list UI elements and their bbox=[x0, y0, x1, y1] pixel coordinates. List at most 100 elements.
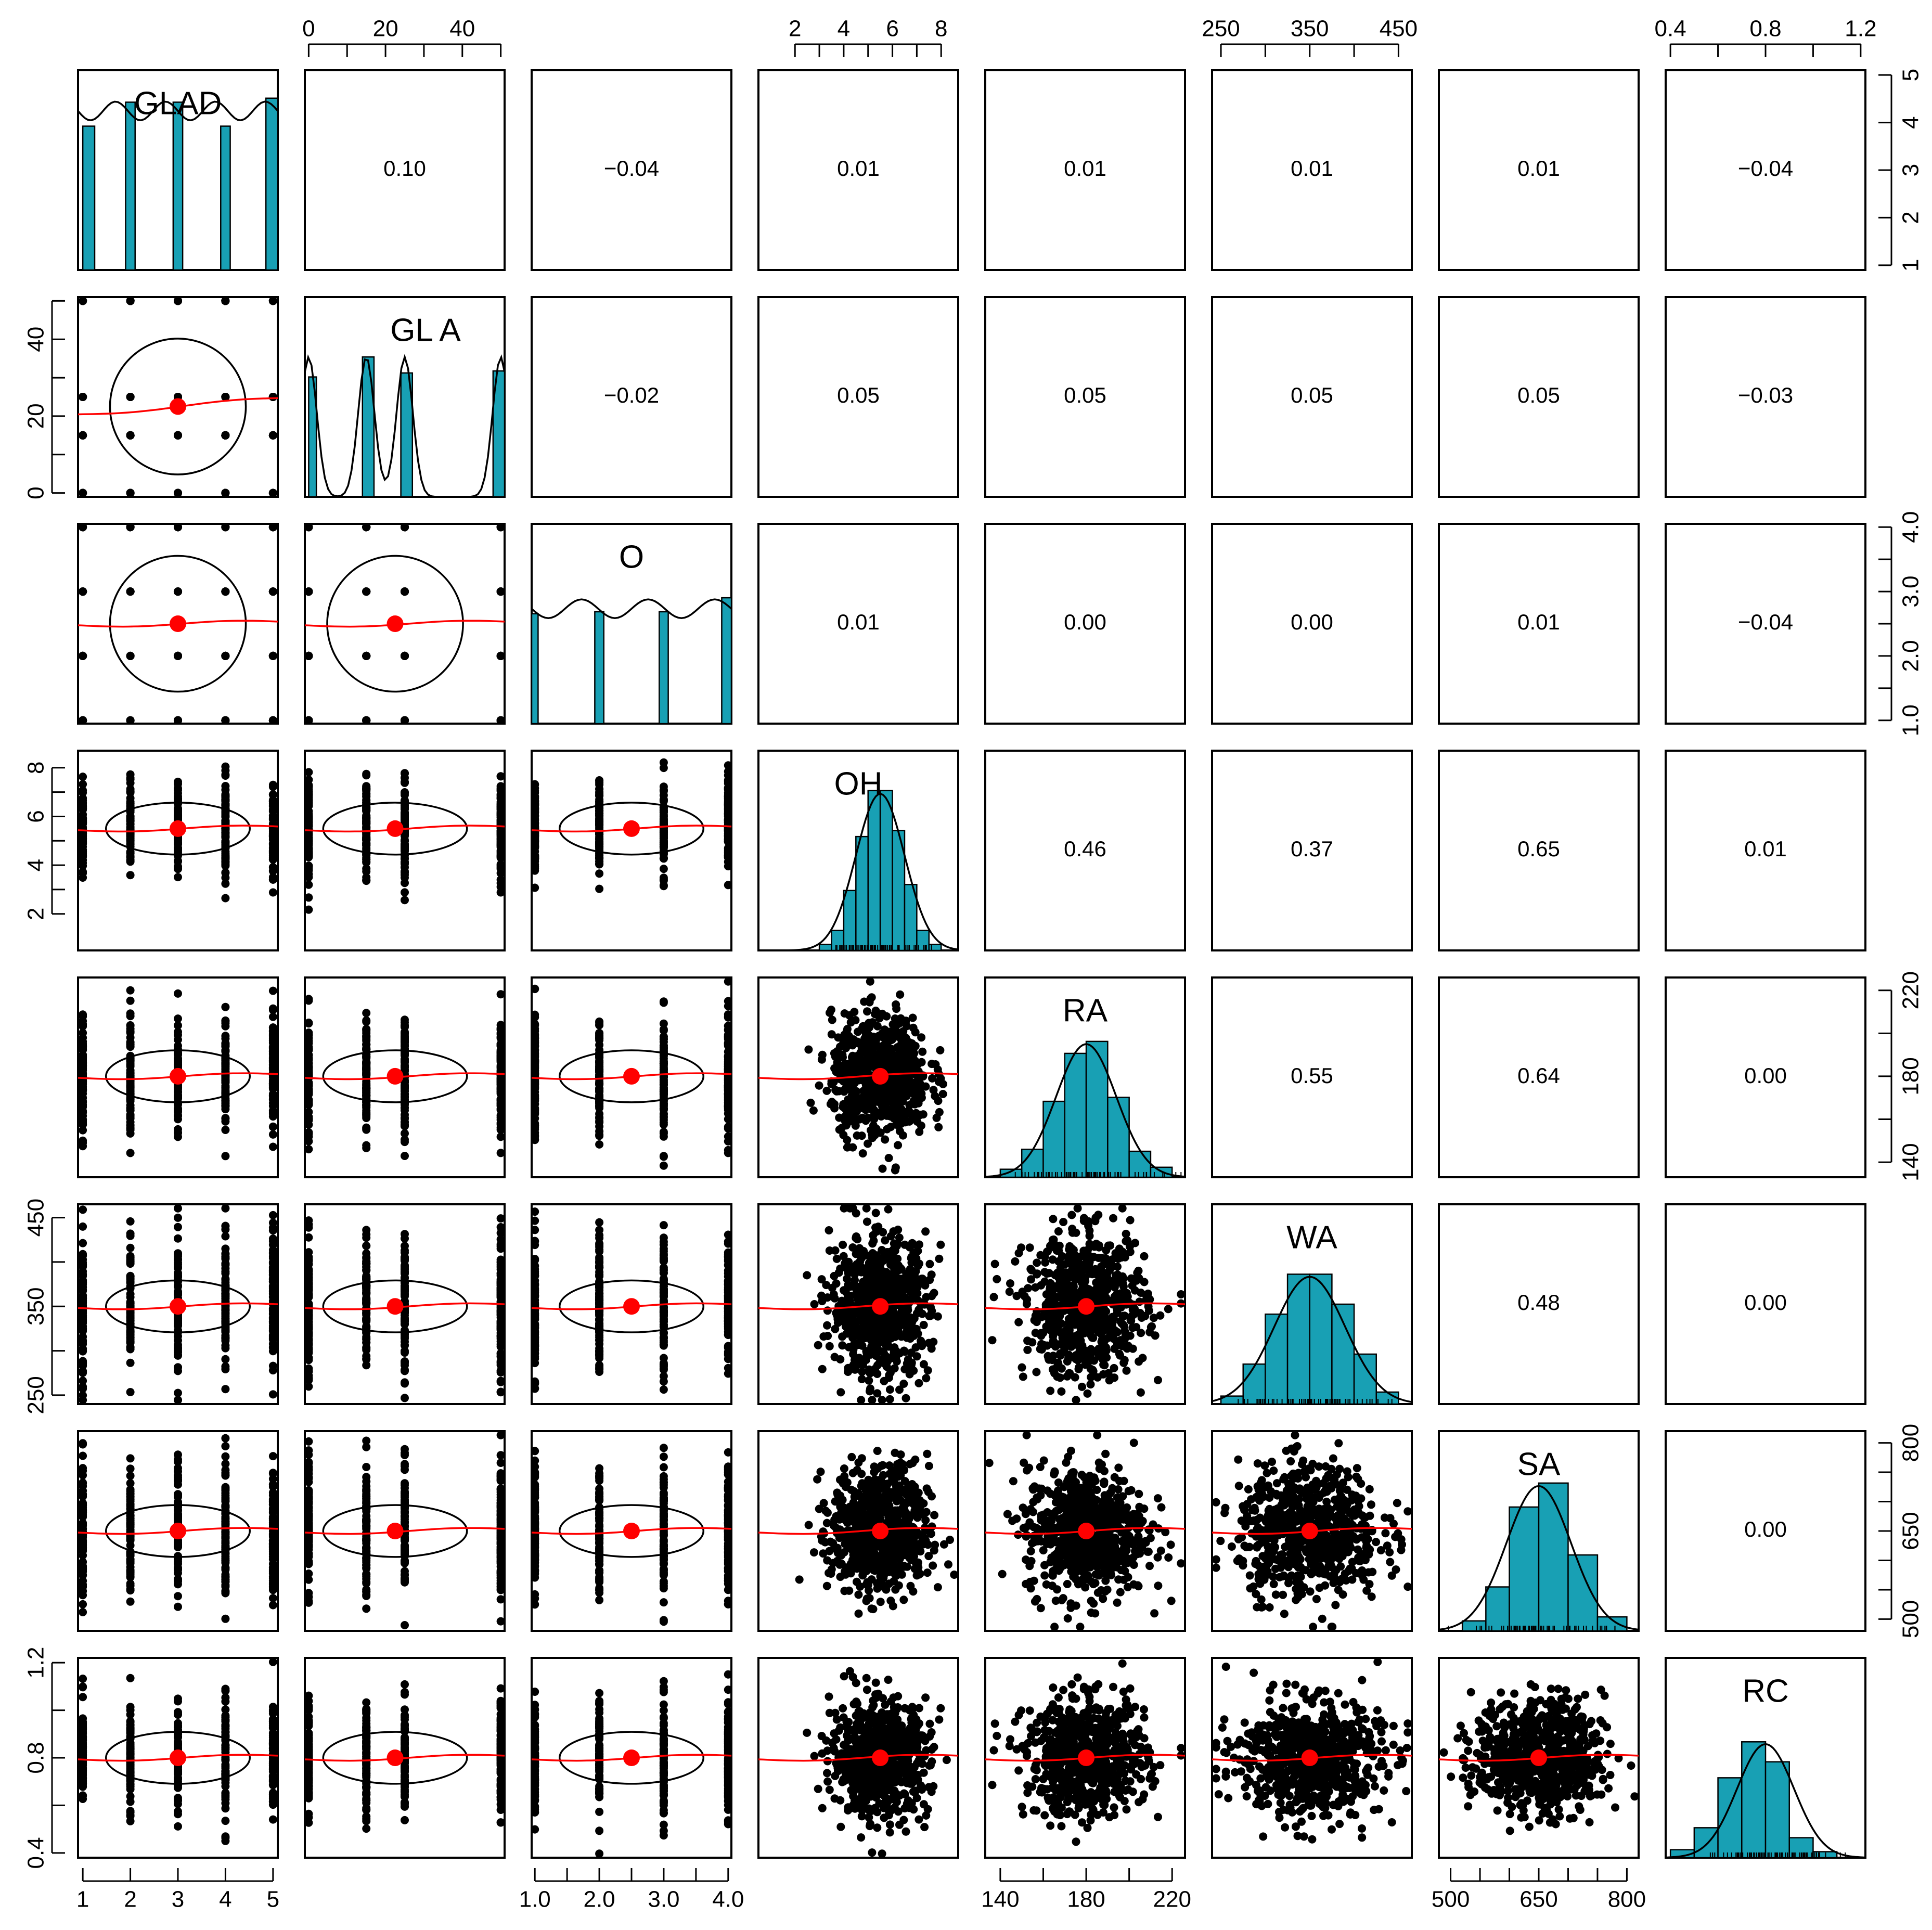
scatter-point bbox=[724, 997, 732, 1006]
scatter-point bbox=[269, 843, 277, 852]
scatter-point bbox=[269, 1347, 277, 1355]
scatter-point bbox=[79, 1139, 87, 1147]
scatter-point bbox=[126, 770, 135, 779]
scatter-point bbox=[844, 1096, 852, 1104]
histogram-bar bbox=[722, 598, 731, 724]
scatter-point bbox=[269, 1284, 277, 1293]
scatter-point bbox=[595, 1118, 603, 1127]
scatter-point bbox=[935, 1078, 943, 1086]
scatter-point bbox=[126, 997, 135, 1005]
scatter-point bbox=[79, 1391, 87, 1399]
panel-r4-c4: RA bbox=[985, 977, 1185, 1177]
scatter-point bbox=[362, 587, 370, 596]
scatter-point bbox=[362, 1111, 370, 1119]
scatter-point bbox=[221, 1071, 229, 1079]
scatter-point bbox=[595, 1031, 603, 1039]
scatter-point bbox=[497, 802, 505, 810]
scatter-point bbox=[724, 1076, 732, 1085]
correlation-value: −0.04 bbox=[604, 156, 659, 181]
scatter-point bbox=[724, 1124, 732, 1133]
scatter-point bbox=[531, 801, 539, 809]
scatter-point bbox=[891, 1033, 899, 1041]
scatter-point bbox=[595, 788, 603, 796]
correlation-value: 0.55 bbox=[1291, 1063, 1333, 1088]
scatter-point bbox=[497, 1113, 505, 1122]
scatter-point bbox=[174, 1045, 182, 1053]
panel-r3-c7: 0.01 bbox=[1666, 751, 1865, 950]
mean-point bbox=[387, 615, 404, 632]
scatter-point bbox=[531, 787, 539, 795]
scatter-point bbox=[531, 842, 539, 851]
scatter-point bbox=[304, 1116, 313, 1125]
scatter-point bbox=[221, 1362, 229, 1371]
scatter-point bbox=[724, 761, 732, 769]
scatter-point bbox=[362, 790, 370, 799]
scatter-point bbox=[843, 1025, 852, 1033]
mean-point bbox=[623, 820, 640, 837]
scatter-point bbox=[497, 652, 505, 660]
scatter-point bbox=[221, 1355, 229, 1363]
scatter-point bbox=[401, 844, 409, 852]
mean-point bbox=[872, 1068, 888, 1085]
scatter-point bbox=[859, 1149, 867, 1157]
scatter-point bbox=[869, 1033, 878, 1041]
correlation-value: 0.00 bbox=[1064, 610, 1106, 634]
mean-point bbox=[170, 615, 186, 632]
scatter-point bbox=[531, 1100, 539, 1108]
scatter-point bbox=[362, 841, 370, 850]
panel-r2-c4: 0.00 bbox=[985, 524, 1185, 724]
panel-r2-c0 bbox=[78, 523, 278, 725]
scatter-point bbox=[724, 854, 732, 862]
scatter-point bbox=[362, 716, 370, 725]
scatter-point bbox=[870, 1115, 878, 1123]
scatter-point bbox=[660, 875, 668, 883]
scatter-point bbox=[221, 1126, 229, 1134]
scatter-point bbox=[174, 1282, 182, 1291]
scatter-point bbox=[269, 1331, 277, 1339]
scatter-point bbox=[221, 1276, 229, 1284]
scatter-point bbox=[362, 1101, 370, 1109]
scatter-point bbox=[79, 431, 87, 440]
scatter-point bbox=[822, 1087, 831, 1095]
scatter-point bbox=[126, 1333, 135, 1342]
scatter-point bbox=[595, 1064, 603, 1073]
scatter-point bbox=[362, 1070, 370, 1078]
histogram-bar bbox=[880, 791, 892, 950]
scatter-point bbox=[724, 862, 732, 870]
scatter-point bbox=[497, 865, 505, 873]
scatter-point bbox=[401, 716, 409, 725]
correlation-value: 0.37 bbox=[1291, 837, 1333, 861]
scatter-point bbox=[497, 1063, 505, 1071]
scatter-point bbox=[918, 1048, 926, 1056]
scatter-point bbox=[174, 297, 182, 305]
scatter-point bbox=[126, 835, 135, 843]
scatter-point bbox=[362, 523, 370, 531]
scatter-point bbox=[660, 1153, 668, 1161]
scatter-point bbox=[853, 1131, 861, 1140]
scatter-point bbox=[919, 1110, 928, 1118]
scatter-point bbox=[595, 853, 603, 861]
scatter-point bbox=[934, 1123, 943, 1131]
scatter-point bbox=[660, 1162, 668, 1170]
scatter-point bbox=[304, 1101, 313, 1109]
scatter-point bbox=[221, 1222, 229, 1230]
panel-r1-c2: −0.02 bbox=[532, 297, 731, 497]
scatter-point bbox=[809, 1106, 818, 1115]
scatter-point bbox=[497, 848, 505, 856]
scatter-point bbox=[804, 1046, 813, 1054]
scatter-point bbox=[835, 1126, 844, 1134]
scatter-point bbox=[174, 587, 182, 596]
scatter-point bbox=[126, 523, 135, 531]
scatter-point bbox=[497, 835, 505, 844]
scatter-point bbox=[221, 1017, 229, 1025]
scatter-point bbox=[79, 1115, 87, 1124]
scatter-point bbox=[269, 587, 277, 596]
scatter-point bbox=[304, 1108, 313, 1116]
correlation-value: 0.01 bbox=[1517, 156, 1560, 181]
scatter-point bbox=[660, 997, 668, 1006]
scatter-point bbox=[304, 788, 313, 796]
scatter-point bbox=[853, 1065, 861, 1074]
scatter-point bbox=[724, 832, 732, 840]
scatter-point bbox=[497, 990, 505, 998]
